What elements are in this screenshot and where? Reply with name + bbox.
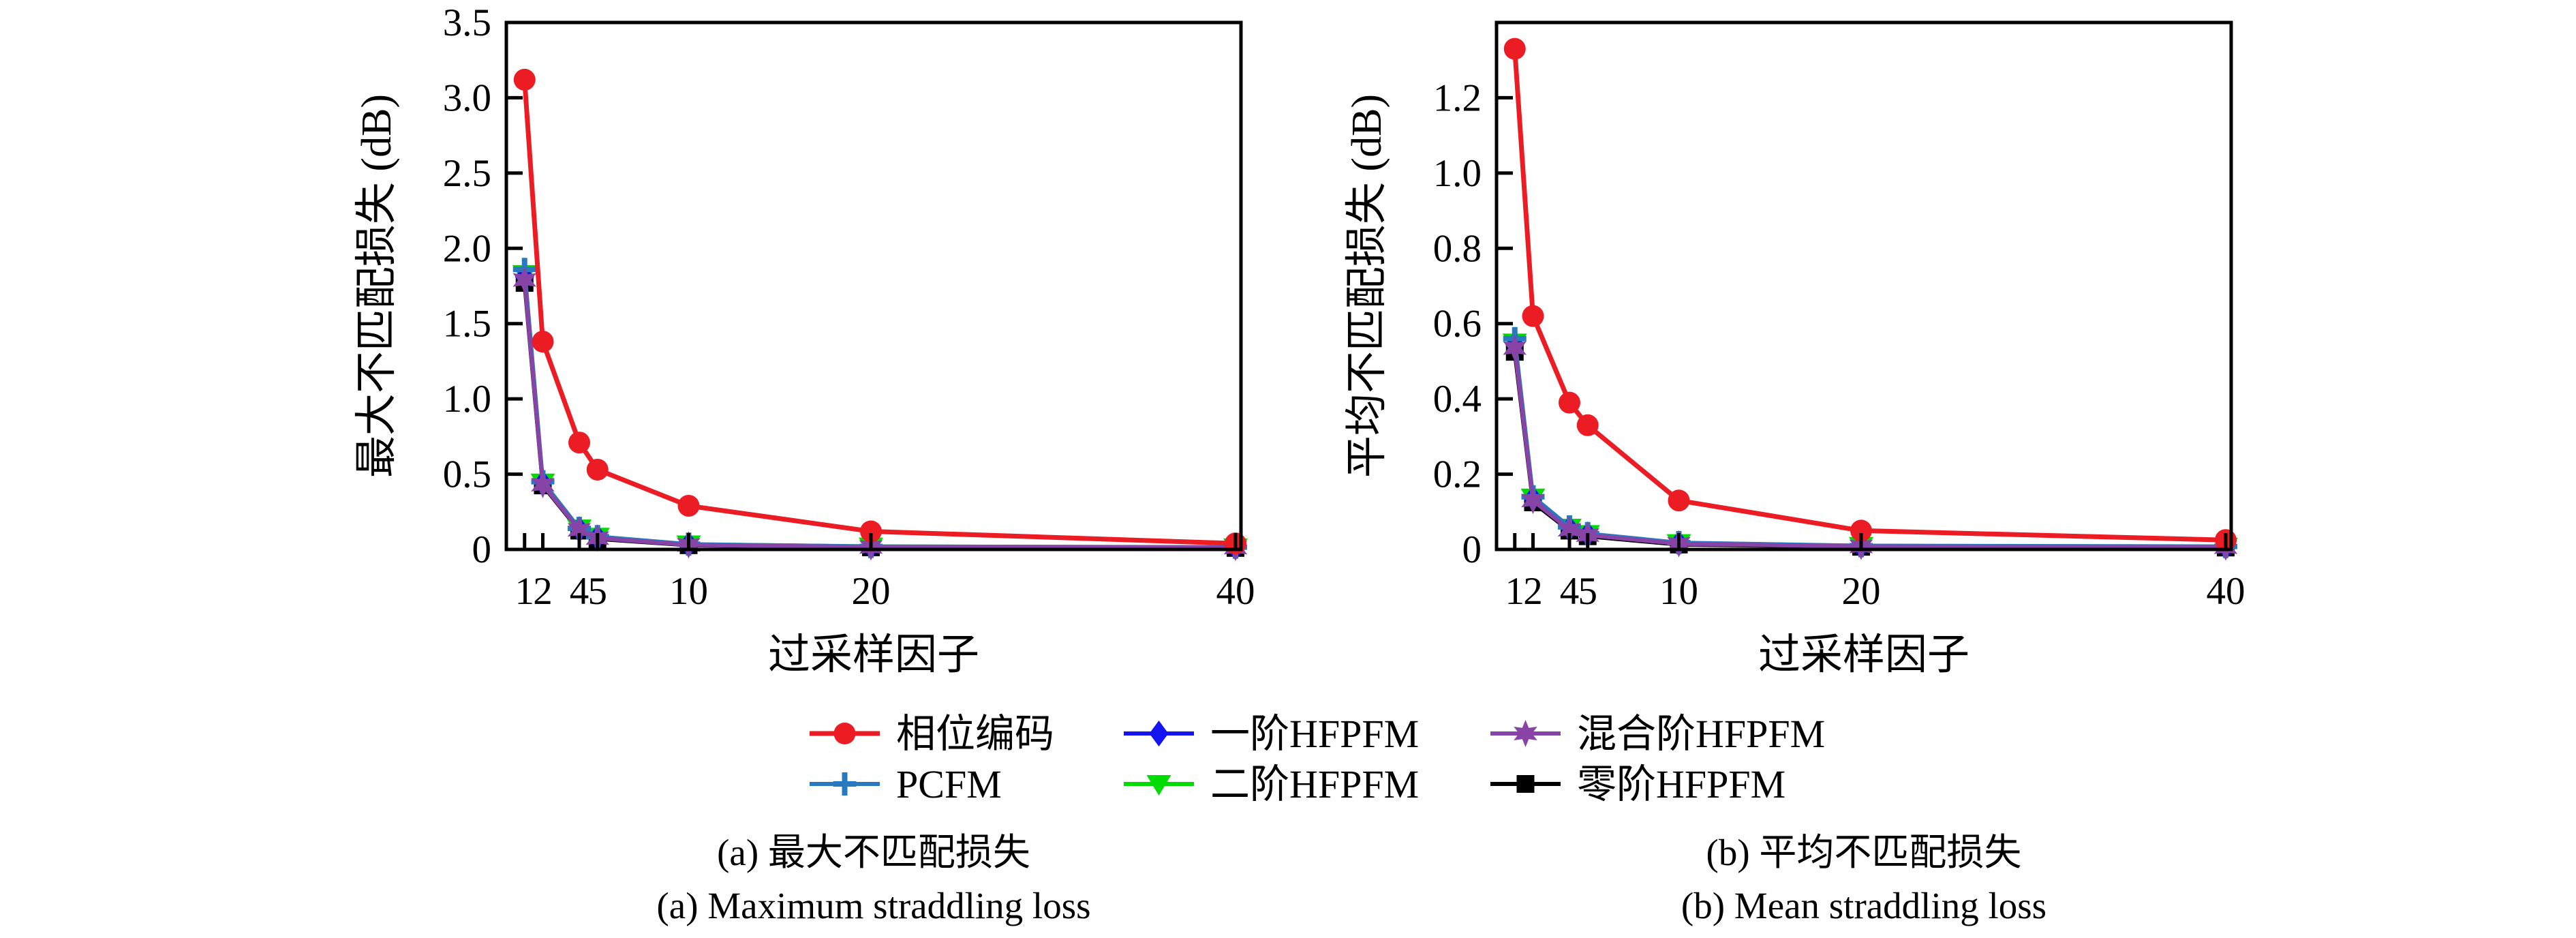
x-axis-ticks: 12 45 10 20 40	[515, 533, 1255, 613]
star6-marker	[1514, 720, 1537, 747]
caption-left: (a) 最大不匹配损失 (a) Maximum straddling loss	[328, 826, 1419, 933]
plot-box	[1494, 20, 2233, 551]
circle-marker	[586, 458, 609, 481]
x-tick-label: 5	[1578, 570, 1597, 613]
legend-item-二阶HFPFM: 二阶HFPFM	[1124, 762, 1419, 806]
caption-left-en: (a) Maximum straddling loss	[656, 885, 1091, 926]
caption-right-zh: (b) 平均不匹配损失	[1706, 832, 2022, 873]
legend-label: 相位编码	[896, 712, 1054, 756]
circle-marker	[859, 520, 882, 543]
diamond-marker	[1149, 721, 1169, 746]
circle-marker	[532, 331, 554, 353]
y-tick-label: 3.5	[443, 1, 491, 44]
legend: 相位编码 PCFM 一阶HFPFM 二阶HFPFM 混合阶HFPFM 零阶HFPFM	[810, 712, 1825, 806]
x-tick-label: 2	[533, 570, 553, 613]
x-tick-label: 4	[1560, 570, 1580, 613]
x-tick-label: 5	[587, 570, 607, 613]
legend-label: PCFM	[896, 762, 1002, 806]
circle-marker	[1503, 37, 1526, 60]
series-相位编码	[1503, 37, 2237, 551]
y-tick-label: 1.0	[443, 378, 491, 421]
y-tick-label: 1.0	[1433, 152, 1482, 195]
legend-label: 二阶HFPFM	[1210, 762, 1419, 806]
y-tick-label: 1.5	[443, 303, 491, 346]
chart-left: 0 0.5 1.0 1.5 2.0 2.5 3.0 3.5 12 45 10 20 40 过采样因子 最大不…	[354, 1, 1255, 678]
triangle-down-marker	[1146, 775, 1171, 796]
y-tick-label: 2.0	[443, 227, 491, 270]
star6-marker	[1557, 516, 1582, 544]
x-axis-label: 过采样因子	[768, 632, 979, 678]
star6-marker	[1521, 487, 1545, 515]
star6-marker	[1503, 334, 1527, 362]
x-tick-label: 20	[1841, 570, 1880, 613]
x-axis-ticks: 12 45 10 20 40	[1505, 533, 2245, 613]
y-tick-label: 0	[472, 528, 492, 571]
series-一阶HFPFM	[515, 264, 1245, 561]
y-tick-label: 0	[1462, 528, 1482, 571]
circle-marker	[1850, 519, 1872, 542]
legend-item-PCFM: PCFM	[810, 762, 1002, 806]
star6-marker	[531, 471, 555, 498]
x-axis-label: 过采样因子	[1758, 632, 1969, 678]
circle-marker	[1668, 489, 1690, 512]
chart-right: 0 0.2 0.4 0.6 0.8 1.0 1.2 12 45 10 20 40 过采样因子 平均不匹配损…	[1344, 20, 2245, 678]
series-layer	[1502, 37, 2238, 561]
series-二阶HFPFM	[512, 264, 1248, 559]
x-tick-label: 1	[515, 570, 534, 613]
series-相位编码	[513, 68, 1246, 555]
x-tick-label: 4	[570, 570, 589, 613]
y-tick-label: 0.8	[1433, 227, 1482, 270]
x-tick-label: 40	[1216, 570, 1255, 613]
star6-marker	[567, 516, 592, 544]
legend-item-一阶HFPFM: 一阶HFPFM	[1124, 712, 1419, 756]
square-marker	[1516, 775, 1535, 793]
circle-marker	[1558, 391, 1580, 414]
circle-marker	[1576, 414, 1599, 436]
plus-marker	[833, 772, 857, 796]
y-axis-ticks: 0 0.5 1.0 1.5 2.0 2.5 3.0 3.5	[443, 1, 523, 571]
x-tick-label: 40	[2206, 570, 2245, 613]
y-axis-ticks: 0 0.2 0.4 0.6 0.8 1.0 1.2	[1433, 76, 1513, 571]
series-PCFM	[1503, 327, 2237, 558]
legend-item-混合阶HFPFM: 混合阶HFPFM	[1490, 712, 1825, 756]
x-tick-label: 20	[851, 570, 890, 613]
series-layer	[512, 68, 1248, 562]
y-axis-label: 平均不匹配损失 (dB)	[1344, 94, 1390, 478]
circle-marker	[568, 432, 590, 454]
series-PCFM	[512, 258, 1247, 559]
caption-right-en: (b) Mean straddling loss	[1681, 885, 2047, 926]
legend-label: 零阶HFPFM	[1577, 762, 1785, 806]
circle-marker	[677, 494, 700, 517]
series-混合阶HFPFM	[512, 266, 1248, 562]
y-tick-label: 0.5	[443, 453, 491, 496]
legend-item-零阶HFPFM: 零阶HFPFM	[1490, 762, 1785, 806]
circle-marker	[513, 68, 536, 91]
y-tick-label: 0.6	[1433, 303, 1482, 346]
x-tick-label: 2	[1523, 570, 1543, 613]
series-零阶HFPFM	[515, 274, 1244, 557]
y-tick-label: 1.2	[1433, 76, 1482, 119]
caption-left-zh: (a) 最大不匹配损失	[717, 832, 1030, 873]
y-tick-label: 0.2	[1433, 453, 1482, 496]
circle-marker	[1522, 305, 1544, 327]
y-axis-label: 最大不匹配损失 (dB)	[354, 94, 400, 478]
x-tick-label: 10	[1659, 570, 1698, 613]
x-tick-label: 10	[669, 570, 708, 613]
legend-label: 混合阶HFPFM	[1577, 712, 1825, 756]
plot-box	[504, 20, 1243, 551]
legend-item-相位编码: 相位编码	[810, 712, 1054, 756]
y-tick-label: 0.4	[1433, 378, 1482, 421]
y-tick-label: 2.5	[443, 152, 491, 195]
circle-marker	[833, 723, 856, 744]
caption-right: (b) 平均不匹配损失 (b) Mean straddling loss	[1319, 826, 2409, 933]
star6-marker	[512, 266, 537, 294]
legend-label: 一阶HFPFM	[1210, 712, 1419, 756]
y-tick-label: 3.0	[443, 76, 491, 119]
x-tick-label: 1	[1505, 570, 1524, 613]
